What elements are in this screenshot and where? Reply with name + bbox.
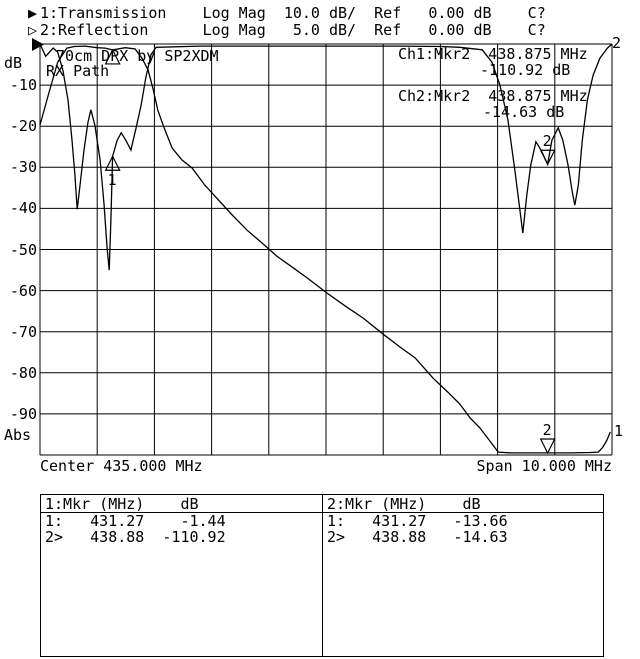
trace-end-label: 1: [614, 422, 624, 440]
trace-reflection: [39, 43, 613, 271]
y-tick-label: -80: [9, 363, 37, 382]
plot-subtitle: RX Path: [46, 62, 110, 80]
ref-position-arrow-icon: [32, 38, 44, 51]
trace-transmission: [39, 45, 611, 454]
center-frequency-label: Center 435.000 MHz: [40, 457, 203, 475]
y-tick-label: -90: [9, 404, 37, 423]
ch2-marker-readout-value: -14.63 dB: [483, 103, 565, 121]
marker-number-label: 2: [542, 132, 552, 151]
marker-table-right-rows: 1: 431.27 -13.66 2> 438.88 -14.63: [327, 512, 508, 546]
marker-table-divider: [322, 495, 323, 656]
y-axis-abs-label: Abs: [4, 426, 32, 444]
plot-title: 70cm DPX by SP2XDM: [56, 47, 219, 65]
marker-table-header-rule: [41, 512, 603, 513]
ch1-marker-readout-freq: Ch1:Mkr2 438.875 MHz: [398, 45, 588, 63]
ch2-header-line: 2:Reflection Log Mag 5.0 dB/ Ref 0.00 dB…: [40, 21, 546, 39]
marker-table-left-rows: 1: 431.27 -1.44 2> 438.88 -110.92: [45, 512, 226, 546]
ch2-marker-readout-freq: Ch2:Mkr2 438.875 MHz: [398, 87, 588, 105]
marker-triangle-icon: [539, 149, 556, 166]
y-axis-unit: dB: [4, 54, 23, 72]
marker-triangle-icon: [104, 154, 121, 171]
y-tick-label: -50: [9, 240, 37, 259]
marker-table-left-header: 1:Mkr (MHz) dB: [45, 495, 199, 513]
ch2-active-indicator-icon: ▷: [28, 21, 38, 39]
ch1-active-indicator-icon: ▶: [28, 4, 38, 22]
marker-table-right-header: 2:Mkr (MHz) dB: [327, 495, 481, 513]
ch1-header-line: 1:Transmission Log Mag 10.0 dB/ Ref 0.00…: [40, 4, 546, 22]
marker-triangle-icon: [104, 48, 121, 65]
marker-triangle-icon: [539, 438, 556, 455]
y-tick-label: -10: [9, 76, 37, 95]
span-label: Span 10.000 MHz: [476, 457, 612, 475]
marker-number-label: 1: [107, 171, 117, 190]
y-tick-label: -30: [9, 158, 37, 177]
trace-end-label: 2: [612, 34, 622, 52]
y-tick-label: -60: [9, 281, 37, 300]
ch1-marker-readout-value: -110.92 dB: [480, 61, 571, 79]
y-tick-label: -20: [9, 117, 37, 136]
marker-table: 1:Mkr (MHz) dB 2:Mkr (MHz) dB 1: 431.27 …: [40, 494, 604, 657]
y-tick-label: -40: [9, 199, 37, 218]
marker-number-label: 2: [542, 421, 552, 439]
y-tick-label: -70: [9, 322, 37, 341]
